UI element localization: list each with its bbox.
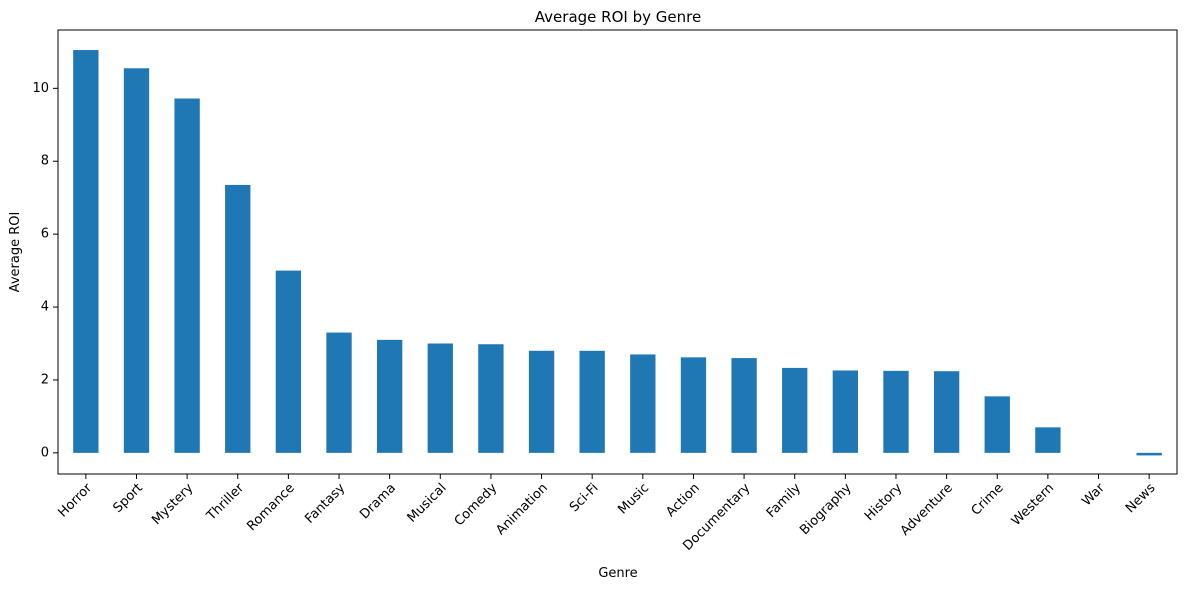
bar-action	[680, 357, 707, 453]
bar-music	[630, 354, 656, 453]
x-tick-label: Fantasy	[302, 480, 348, 526]
plot-frame	[57, 29, 1178, 475]
bar-mystery	[174, 98, 200, 453]
x-tick-label: Comedy	[452, 480, 501, 529]
x-tick-label: Family	[764, 480, 804, 520]
x-tick-label: News	[1123, 481, 1159, 517]
bar-horror	[73, 50, 99, 453]
x-tick-label: Animation	[493, 481, 550, 538]
bar-family	[782, 367, 808, 453]
y-tick-label: 10	[32, 81, 49, 96]
bar-thriller	[225, 184, 251, 453]
x-tick-label: Sci-Fi	[567, 481, 602, 516]
x-tick-label: Adventure	[898, 481, 956, 539]
bars-layer	[73, 50, 1162, 456]
x-tick-label: Crime	[969, 481, 1007, 519]
x-tick-label: Musical	[405, 481, 450, 526]
bar-musical	[427, 343, 453, 453]
y-tick-label: 4	[41, 300, 49, 315]
bar-western	[1035, 427, 1061, 453]
x-tick-label: Mystery	[149, 480, 196, 527]
x-axis-label: Genre	[598, 566, 637, 581]
bar-crime	[984, 396, 1010, 453]
x-tick-label: Drama	[357, 481, 399, 523]
bar-romance	[275, 270, 302, 453]
bar-animation	[528, 350, 555, 453]
bar-sport	[123, 68, 150, 453]
y-tick-label: 6	[41, 227, 49, 242]
x-tick-label: Music	[615, 481, 652, 518]
y-axis: 0 2 4 6 8 10	[32, 81, 58, 460]
y-axis-label: Average ROI	[8, 212, 23, 293]
y-tick-label: 0	[41, 445, 49, 460]
bar-documentary	[731, 358, 757, 453]
x-tick-label: History	[862, 480, 906, 524]
bar-comedy	[478, 344, 504, 453]
x-tick-label: Horror	[55, 480, 95, 520]
x-tick-label: Sport	[110, 481, 145, 516]
bar-fantasy	[326, 332, 352, 453]
x-tick-label: Western	[1009, 481, 1057, 529]
x-tick-label: Action	[663, 481, 702, 520]
bar-adventure	[933, 371, 960, 453]
chart-title: Average ROI by Genre	[535, 8, 701, 26]
y-tick-label: 2	[41, 372, 49, 387]
x-tick-label: Thriller	[203, 480, 247, 524]
x-tick-label: Romance	[244, 481, 297, 534]
bar-history	[883, 370, 909, 453]
bar-drama	[376, 339, 403, 453]
x-tick-label: War	[1079, 480, 1108, 509]
bar-news	[1136, 452, 1162, 456]
y-tick-label: 8	[41, 154, 49, 169]
x-tick-label: Biography	[797, 480, 855, 538]
bar-biography	[832, 370, 859, 453]
bar-sci-fi	[579, 350, 605, 453]
